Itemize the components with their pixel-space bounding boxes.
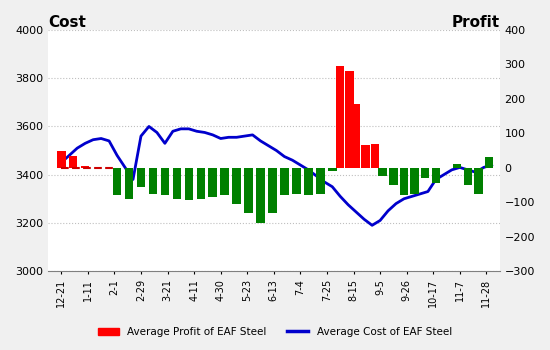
Bar bbox=[292, 168, 301, 194]
Bar bbox=[232, 168, 241, 204]
Bar bbox=[345, 71, 354, 168]
Bar bbox=[208, 168, 217, 197]
Bar bbox=[256, 168, 265, 223]
Bar bbox=[316, 168, 324, 194]
Bar bbox=[148, 168, 157, 194]
Bar bbox=[421, 168, 430, 178]
Bar bbox=[125, 168, 133, 199]
Bar bbox=[352, 104, 360, 168]
Bar bbox=[474, 168, 483, 194]
Bar bbox=[328, 168, 337, 171]
Bar bbox=[464, 168, 472, 185]
Bar bbox=[378, 168, 387, 176]
Bar bbox=[485, 158, 493, 168]
Bar bbox=[336, 66, 344, 168]
Bar bbox=[69, 156, 78, 168]
Bar bbox=[244, 168, 253, 212]
Bar bbox=[81, 166, 90, 168]
Text: Profit: Profit bbox=[452, 15, 499, 30]
Bar bbox=[280, 168, 289, 195]
Bar bbox=[113, 168, 122, 195]
Bar bbox=[400, 168, 408, 195]
Bar bbox=[221, 168, 229, 195]
Legend: Average Profit of EAF Steel, Average Cost of EAF Steel: Average Profit of EAF Steel, Average Cos… bbox=[94, 323, 456, 341]
Bar bbox=[196, 168, 205, 199]
Bar bbox=[361, 145, 370, 168]
Bar bbox=[185, 168, 193, 201]
Bar bbox=[57, 150, 65, 168]
Bar bbox=[453, 164, 461, 168]
Bar bbox=[410, 168, 419, 194]
Bar bbox=[432, 168, 440, 183]
Bar bbox=[268, 168, 277, 212]
Bar bbox=[304, 168, 312, 195]
Text: Cost: Cost bbox=[48, 15, 86, 30]
Bar bbox=[389, 168, 398, 185]
Bar bbox=[161, 168, 169, 195]
Bar bbox=[371, 144, 379, 168]
Bar bbox=[173, 168, 181, 199]
Bar bbox=[137, 168, 145, 187]
